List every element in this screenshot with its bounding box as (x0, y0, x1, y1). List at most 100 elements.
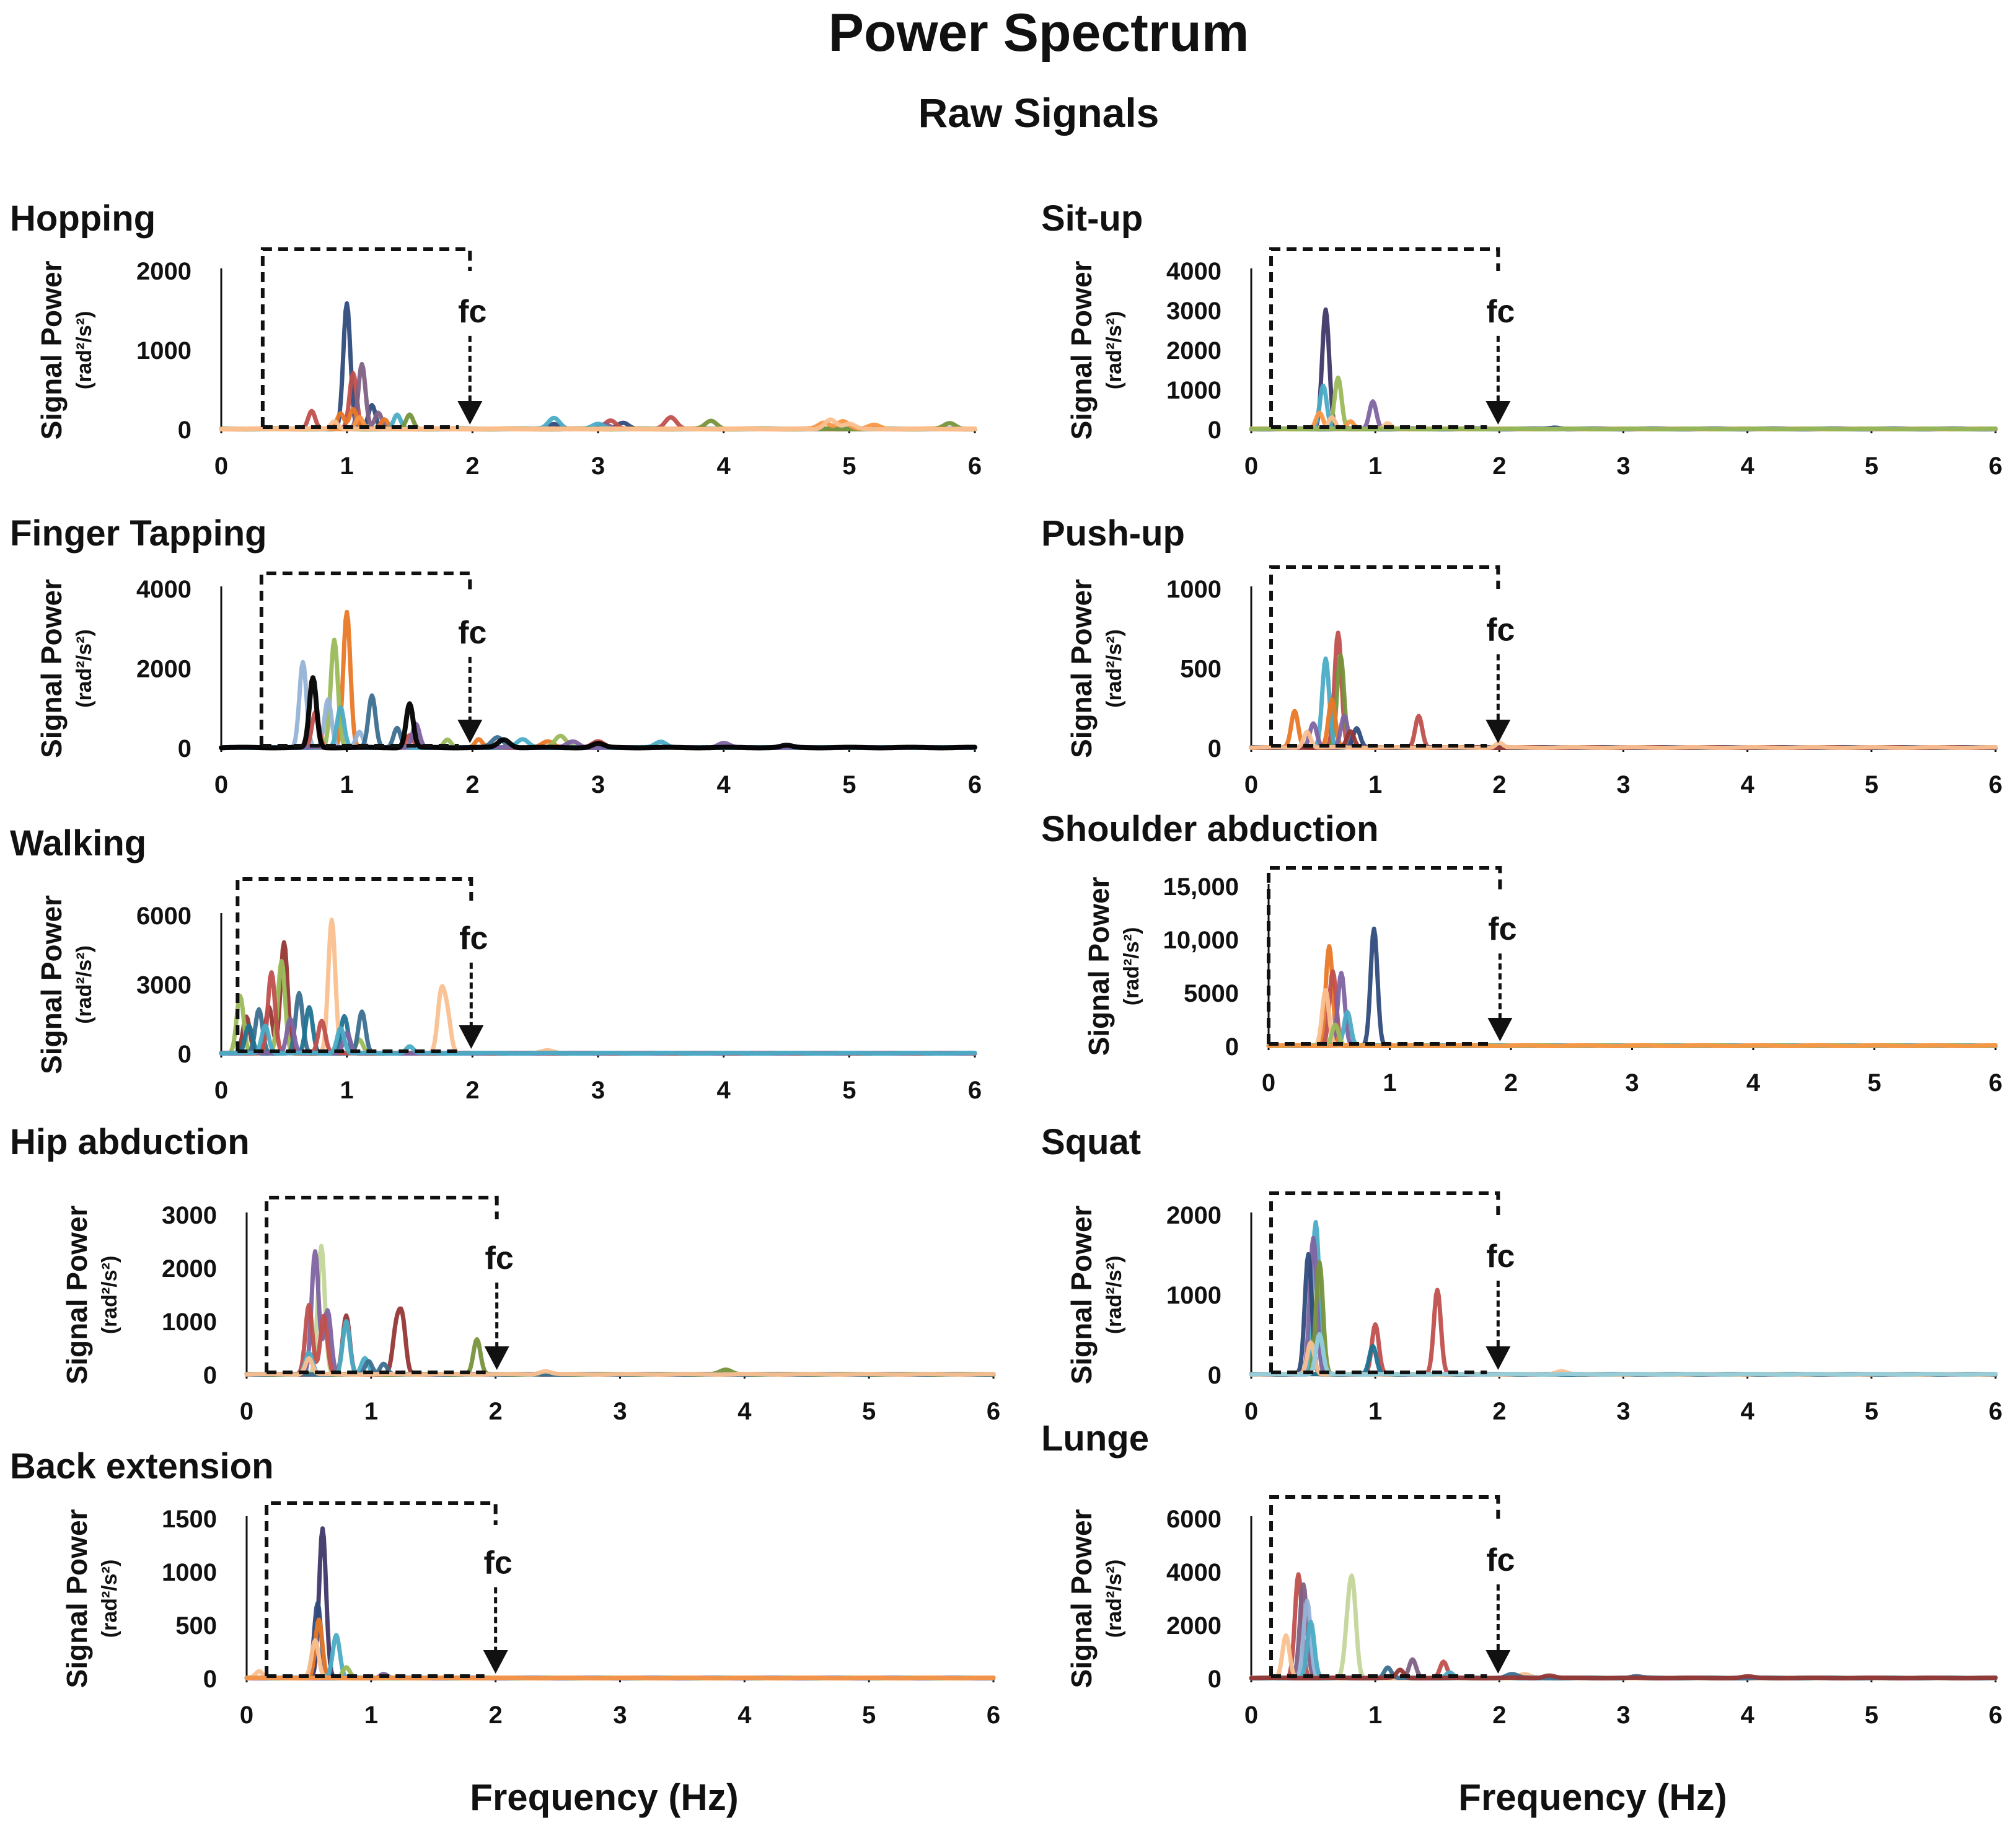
x-tick-label: 4 (737, 1702, 752, 1729)
series-s1 (219, 301, 977, 431)
y-tick-label: 2000 (1166, 1202, 1221, 1229)
filter-box (1269, 247, 1500, 427)
x-tick-label: 1 (1383, 1069, 1396, 1097)
x-tick-label: 4 (1741, 453, 1755, 480)
x-tick-label: 3 (591, 771, 605, 798)
x-tick-label: 5 (862, 1398, 876, 1425)
y-tick-label: 4000 (136, 576, 191, 603)
series-s7 (1266, 1022, 1998, 1048)
x-tick-label: 4 (1741, 771, 1755, 798)
y-axis-label: Signal Power (1065, 1509, 1098, 1688)
cutoff-arrow-head (1486, 1346, 1511, 1370)
x-tick-label: 1 (1368, 1702, 1382, 1729)
series-s1 (1249, 1572, 1998, 1680)
panel-lunge: Lunge Signal Power (rad²/s²) 0 2000 4000 6000 0… (1041, 1418, 2002, 1729)
x-tick-label: 6 (987, 1702, 1000, 1729)
panel-shoulder-abduction: Shoulder abduction Signal Power (rad²/s²) 0… (1041, 809, 2002, 1097)
y-tick-label: 1000 (136, 337, 191, 364)
y-tick-label: 2000 (136, 656, 191, 683)
cutoff-frequency-label: fc (458, 615, 486, 651)
cutoff-frequency-label: fc (458, 294, 486, 330)
y-tick-label: 1000 (1166, 576, 1221, 603)
series-s6 (1249, 1344, 1998, 1377)
series-s1 (1249, 307, 1998, 431)
cutoff-frequency-label: fc (1486, 1239, 1515, 1274)
x-tick-label: 4 (737, 1398, 752, 1425)
panel-title: Push-up (1041, 513, 1185, 554)
panel-squat: Squat Signal Power (rad²/s²) 0 1000 2000 0 1 2 3 4… (1041, 1122, 2002, 1425)
x-tick-label: 5 (1865, 1398, 1878, 1425)
panel-title: Hip abduction (10, 1122, 250, 1162)
panel-title: Lunge (1041, 1418, 1149, 1459)
panel-sit-up: Sit-up Signal Power (rad²/s²) 0 1000 2000 3000… (1041, 198, 2002, 480)
y-tick-label: 1000 (1166, 377, 1221, 404)
x-tick-label: 2 (465, 453, 479, 480)
x-tick-label: 5 (842, 771, 856, 798)
x-tick-label: 3 (591, 453, 605, 480)
y-tick-label: 1000 (1166, 1282, 1221, 1309)
series-s6 (1249, 726, 1998, 750)
x-tick-label: 2 (465, 771, 479, 798)
y-axis-unit: (rad²/s²) (73, 311, 96, 390)
x-tick-label: 0 (1244, 1702, 1258, 1729)
series-s3 (1249, 656, 1998, 750)
x-tick-label: 6 (1989, 1398, 2002, 1425)
series-s5 (1249, 1619, 1998, 1680)
cutoff-arrow-head (459, 1025, 484, 1049)
x-tick-label: 6 (1989, 1069, 2002, 1097)
x-tick-label: 2 (1504, 1069, 1518, 1097)
y-tick-label: 3000 (162, 1202, 217, 1229)
x-tick-label: 5 (862, 1702, 876, 1729)
y-axis-unit: (rad²/s²) (73, 945, 96, 1024)
panel-finger-tapping: Finger Tapping Signal Power (rad²/s²) 0 2000… (10, 513, 982, 798)
cutoff-arrow-head (1487, 1018, 1513, 1041)
series-s5 (244, 1638, 996, 1680)
y-axis-unit: (rad²/s²) (1103, 311, 1126, 390)
y-axis-label: Signal Power (1065, 579, 1098, 758)
series-s8 (244, 1676, 996, 1680)
x-tick-label: 5 (842, 1077, 856, 1104)
series-s4 (1249, 1260, 1998, 1377)
x-tick-label: 5 (1867, 1069, 1881, 1097)
y-tick-label: 5000 (1184, 980, 1239, 1007)
cutoff-frequency-label: fc (1486, 612, 1515, 648)
figure-title: Power Spectrum (829, 3, 1249, 63)
y-tick-label: 500 (175, 1612, 217, 1640)
y-tick-label: 0 (1208, 1666, 1221, 1693)
series-s3 (244, 1302, 996, 1377)
x-tick-label: 1 (1368, 1398, 1382, 1425)
cutoff-frequency-label: fc (1488, 911, 1516, 947)
cutoff-arrow-head (484, 1346, 509, 1370)
x-tick-label: 5 (1865, 1702, 1878, 1729)
x-tick-label: 0 (1244, 771, 1258, 798)
x-tick-label: 4 (717, 1077, 731, 1104)
figure-subtitle: Raw Signals (918, 90, 1160, 136)
x-tick-label: 0 (1262, 1069, 1275, 1097)
series-s8 (219, 1023, 977, 1056)
cutoff-frequency-label: fc (484, 1545, 513, 1581)
panel-hopping: Hopping Signal Power (rad²/s²) 0 1000 2000 0 1 2… (10, 198, 982, 480)
cutoff-arrow-head (1486, 401, 1511, 425)
series-s2 (244, 1601, 996, 1680)
cutoff-frequency-label: fc (1486, 1542, 1515, 1578)
y-tick-label: 10,000 (1163, 927, 1239, 954)
panel-title: Shoulder abduction (1041, 809, 1379, 849)
cutoff-arrow-head (457, 401, 483, 425)
y-tick-label: 0 (1225, 1033, 1239, 1061)
x-tick-label: 6 (968, 1077, 982, 1104)
y-axis-label: Signal Power (1065, 260, 1098, 439)
y-axis-unit: (rad²/s²) (98, 1560, 121, 1638)
x-tick-label: 3 (613, 1398, 627, 1425)
y-axis-label: Signal Power (35, 579, 68, 758)
panel-title: Squat (1041, 1122, 1141, 1162)
series-s2 (1249, 1235, 1998, 1377)
y-tick-label: 2000 (1166, 337, 1221, 364)
y-tick-label: 2000 (1166, 1612, 1221, 1640)
cutoff-arrow-head (1486, 1650, 1511, 1674)
series-s8 (219, 417, 977, 431)
x-tick-label: 3 (613, 1702, 627, 1729)
x-axis-label-right: Frequency (Hz) (1458, 1777, 1727, 1818)
series-s4 (244, 1633, 996, 1680)
x-tick-label: 3 (1616, 1702, 1630, 1729)
